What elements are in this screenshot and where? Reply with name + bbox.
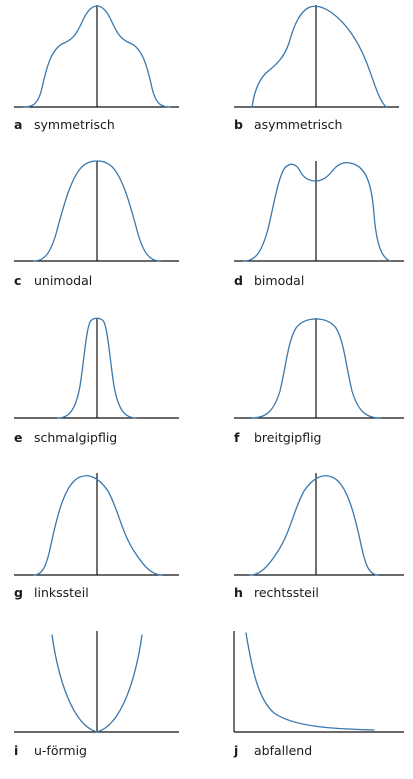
panel-caption: g linkssteil: [14, 585, 89, 600]
distribution-curve: [51, 634, 143, 733]
panel-letter: c: [14, 273, 22, 288]
panel-label: bimodal: [254, 273, 305, 288]
panel-caption: c unimodal: [14, 273, 92, 288]
panel-letter: h: [234, 585, 243, 600]
panel-symmetrisch: a symmetrisch: [14, 3, 194, 153]
panel-schmalgipflig: e schmalgipflig: [14, 316, 194, 466]
decreasing-distribution-graph: [233, 631, 404, 733]
panel-label: u-förmig: [34, 743, 87, 758]
distribution-curve: [33, 475, 163, 576]
panel-breitgipflig: f breitgipflig: [234, 316, 413, 466]
panel-label: unimodal: [34, 273, 93, 288]
panel-caption: b asymmetrisch: [234, 117, 342, 132]
panel-u-foermig: i u-förmig: [14, 629, 194, 779]
left-steep-distribution-graph: [14, 473, 179, 576]
panel-label: abfallend: [254, 743, 313, 758]
panel-letter: j: [234, 743, 239, 758]
panel-asymmetrisch: b asymmetrisch: [234, 3, 413, 153]
u-shaped-distribution-graph: [14, 631, 179, 733]
panel-label: symmetrisch: [34, 117, 115, 132]
distribution-curve: [57, 317, 137, 419]
panel-unimodal: c unimodal: [14, 159, 194, 309]
right-steep-distribution-graph: [234, 473, 404, 576]
narrow-peaked-distribution-graph: [14, 317, 179, 419]
panel-caption: e schmalgipflig: [14, 430, 117, 445]
panel-letter: d: [234, 273, 243, 288]
panel-caption: i u-förmig: [14, 743, 87, 758]
panel-letter: f: [234, 430, 240, 445]
unimodal-distribution-graph: [14, 160, 179, 262]
panel-letter: b: [234, 117, 243, 132]
distribution-curve: [33, 160, 161, 262]
panel-letter: i: [14, 743, 19, 758]
panel-caption: a symmetrisch: [14, 117, 115, 132]
bimodal-distribution-graph: [234, 161, 404, 262]
panel-caption: d bimodal: [234, 273, 304, 288]
panel-caption: j abfallend: [234, 743, 312, 758]
panel-label: rechtssteil: [254, 585, 319, 600]
asymmetric-distribution-graph: [234, 5, 399, 108]
distribution-curve: [245, 632, 375, 731]
panel-bimodal: d bimodal: [234, 159, 413, 309]
distribution-curve: [251, 318, 381, 419]
broad-peaked-distribution-graph: [234, 318, 404, 419]
distribution-curve: [249, 475, 379, 576]
panel-label: linkssteil: [34, 585, 89, 600]
symmetric-distribution-graph: [14, 5, 179, 108]
panel-caption: f breitgipflig: [234, 430, 322, 445]
panel-rechtssteil: h rechtssteil: [234, 471, 413, 621]
panel-letter: a: [14, 117, 23, 132]
panel-label: breitgipflig: [254, 430, 322, 445]
panel-linkssteil: g linkssteil: [14, 471, 194, 621]
panel-letter: e: [14, 430, 23, 445]
panel-label: asymmetrisch: [254, 117, 343, 132]
panel-label: schmalgipflig: [34, 430, 118, 445]
distribution-curve: [23, 5, 171, 108]
panel-caption: h rechtssteil: [234, 585, 319, 600]
panel-abfallend: j abfallend: [233, 629, 413, 779]
panel-letter: g: [14, 585, 23, 600]
distribution-curve: [243, 162, 391, 262]
distribution-curve: [251, 5, 387, 108]
